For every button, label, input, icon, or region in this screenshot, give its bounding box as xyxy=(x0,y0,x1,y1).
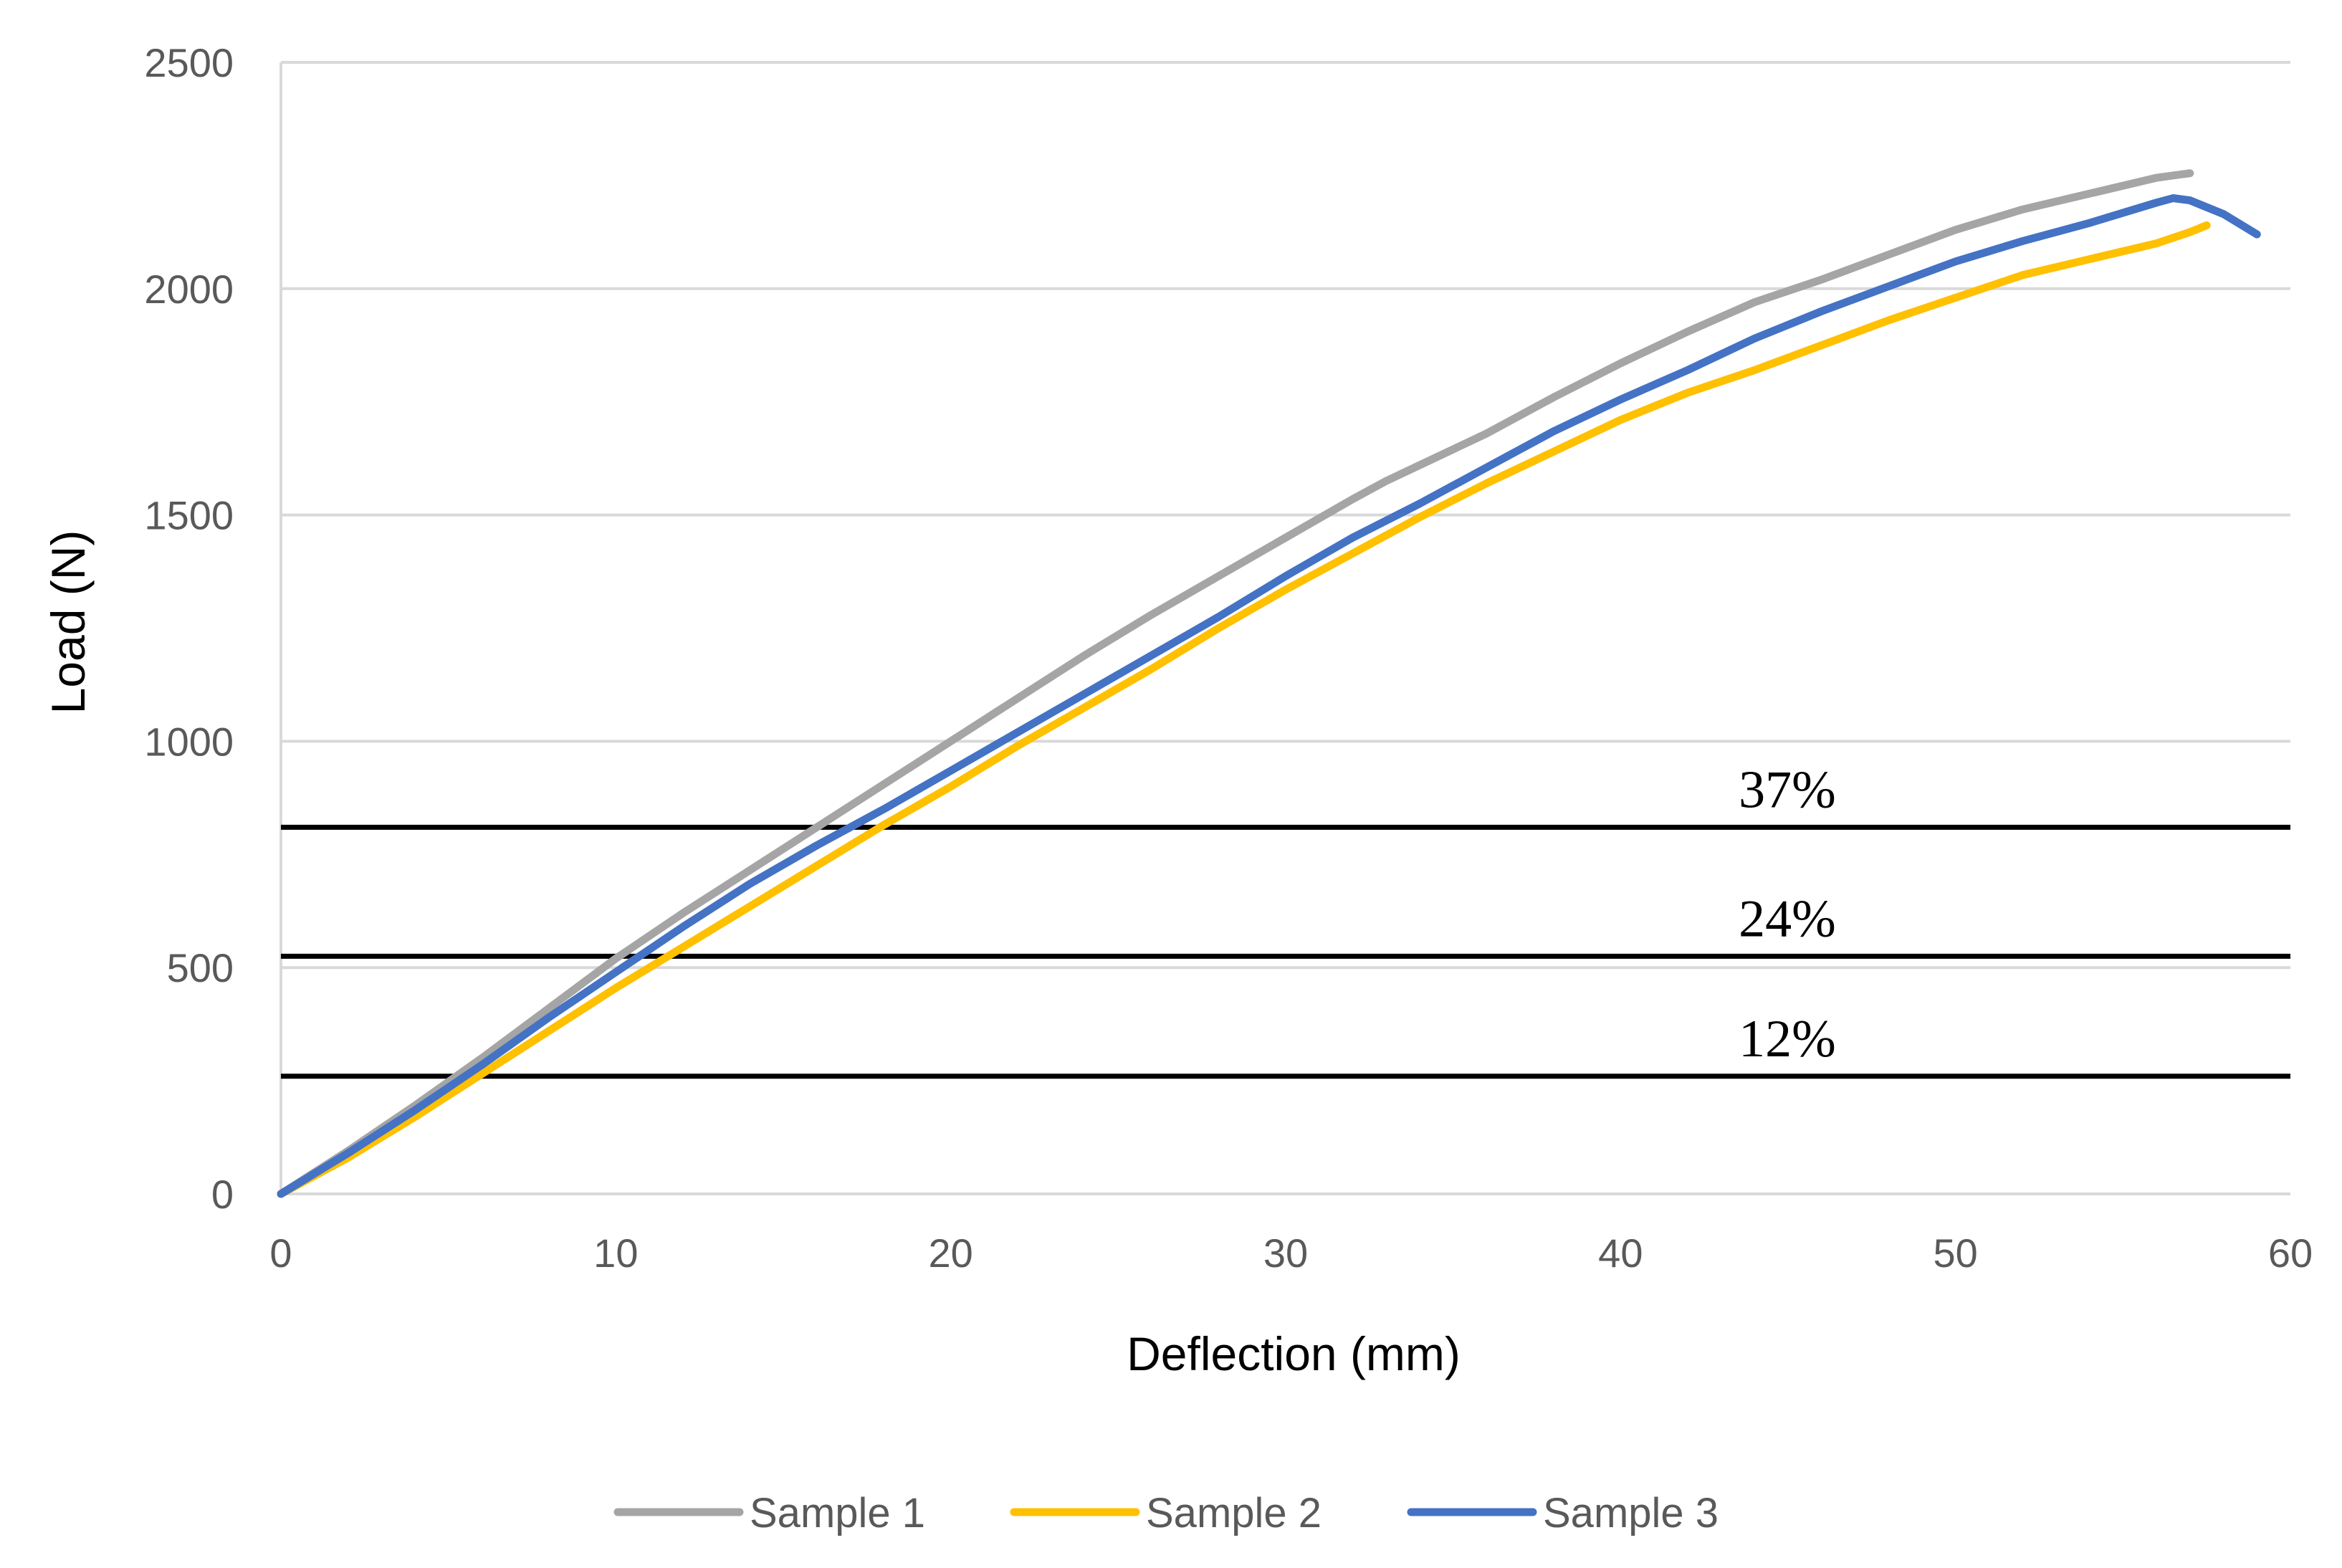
series-line-sample-3 xyxy=(277,194,2261,1198)
x-tick-label: 40 xyxy=(1598,1230,1643,1276)
reference-line-label: 12% xyxy=(1739,1010,1836,1069)
series-line-sample-2 xyxy=(277,221,2211,1198)
y-tick-label: 1000 xyxy=(144,719,234,764)
y-axis-tick-labels: 0 500 1000 1500 2000 2500 xyxy=(144,40,234,1217)
series-line-sample-1 xyxy=(277,169,2194,1198)
reference-line-label: 37% xyxy=(1739,760,1836,819)
horizontal-gridlines xyxy=(281,61,2290,970)
x-tick-label: 60 xyxy=(2268,1230,2313,1276)
y-tick-label: 500 xyxy=(167,945,234,990)
x-axis-title: Deflection (mm) xyxy=(1127,1327,1461,1380)
legend-label: Sample 2 xyxy=(1146,1490,1321,1536)
reference-line-label: 24% xyxy=(1739,889,1836,948)
y-axis-title: Load (N) xyxy=(42,530,95,714)
x-axis-tick-labels: 0 10 20 30 40 50 60 xyxy=(269,1230,2313,1276)
x-tick-label: 50 xyxy=(1934,1230,1978,1276)
x-tick-label: 20 xyxy=(929,1230,973,1276)
axes xyxy=(279,62,2290,1195)
y-tick-label: 2000 xyxy=(144,267,234,312)
legend-label: Sample 3 xyxy=(1543,1490,1719,1536)
data-series xyxy=(277,169,2261,1198)
y-tick-label: 0 xyxy=(211,1172,234,1217)
y-tick-label: 2500 xyxy=(144,40,234,85)
x-tick-label: 10 xyxy=(593,1230,638,1276)
legend: Sample 1 Sample 2 Sample 3 xyxy=(613,1490,1719,1536)
legend-label: Sample 1 xyxy=(750,1490,925,1536)
x-tick-label: 30 xyxy=(1263,1230,1308,1276)
reference-lines: 37% 24% 12% xyxy=(281,760,2290,1079)
y-tick-label: 1500 xyxy=(144,493,234,538)
x-tick-label: 0 xyxy=(269,1230,292,1276)
